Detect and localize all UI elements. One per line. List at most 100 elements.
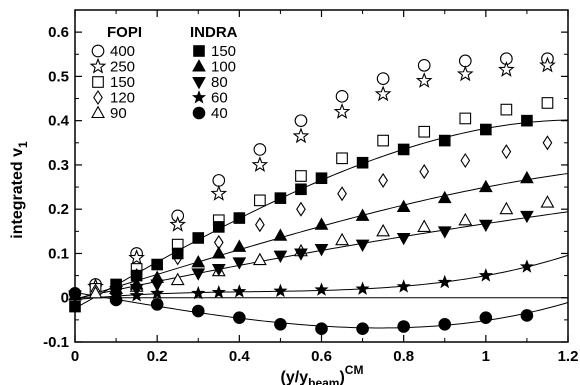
data-point — [315, 172, 328, 185]
data-point — [337, 186, 347, 202]
data-point — [419, 164, 430, 180]
data-point — [150, 279, 165, 292]
data-point — [478, 268, 493, 282]
data-point — [253, 143, 267, 156]
data-point — [437, 226, 452, 239]
data-point — [255, 217, 265, 233]
data-point — [498, 60, 515, 77]
data-point — [251, 156, 269, 173]
data-point — [232, 239, 247, 252]
data-point — [480, 123, 492, 136]
data-point — [233, 311, 246, 324]
data-point — [519, 259, 534, 273]
legend-title-fopi: FOPI — [107, 24, 142, 41]
y-tick-label: 0.3 — [48, 157, 69, 174]
axis-labels: (y/ybeam)CM integrated v1 — [9, 141, 363, 385]
data-point — [479, 311, 493, 324]
legend-label: 100 — [211, 59, 236, 76]
y-tick-label: -0.1 — [43, 334, 69, 351]
x-tick-label: 0 — [71, 348, 79, 365]
legend-marker — [192, 77, 206, 90]
x-tick-label: 0.2 — [147, 348, 168, 365]
data-markers — [68, 52, 556, 336]
y-tick-label: 0.4 — [48, 113, 70, 130]
legend-marker — [91, 105, 105, 119]
data-point — [418, 125, 431, 138]
data-point — [501, 144, 512, 160]
y-tick-label: 0.1 — [48, 245, 69, 262]
data-point — [211, 263, 226, 277]
data-point — [396, 232, 411, 246]
data-point — [273, 283, 288, 298]
series-markers — [68, 287, 534, 336]
data-point — [314, 217, 329, 230]
legend-label: 60 — [211, 90, 228, 107]
data-point — [170, 272, 185, 286]
data-point — [520, 309, 534, 322]
x-tick-label: 0.6 — [311, 348, 332, 365]
data-point — [458, 212, 473, 226]
data-point — [356, 156, 369, 169]
legend-marker — [89, 57, 107, 74]
y-axis-label: integrated v1 — [9, 141, 30, 239]
data-point — [539, 56, 556, 73]
data-point — [417, 219, 432, 232]
legend-label: 90 — [110, 105, 127, 122]
data-point — [274, 192, 287, 204]
legend-marker — [91, 44, 105, 58]
data-point — [376, 223, 391, 237]
legend-marker — [93, 89, 103, 106]
data-point — [438, 134, 451, 147]
data-point — [212, 221, 225, 233]
legend-marker — [192, 106, 206, 120]
data-point — [336, 152, 348, 165]
data-point — [415, 72, 433, 88]
data-point — [438, 317, 452, 331]
data-point — [478, 219, 493, 233]
data-point — [294, 248, 308, 261]
legend-marker — [193, 45, 205, 57]
data-point — [273, 228, 288, 241]
legend-label: 150 — [211, 43, 236, 60]
data-point — [396, 199, 411, 212]
legend-label: 40 — [211, 105, 228, 122]
data-point — [378, 172, 388, 188]
data-point — [315, 322, 328, 336]
data-point — [397, 143, 410, 156]
data-point — [437, 274, 452, 289]
data-point — [314, 244, 329, 257]
axes: 0 0.2 0.4 0.6 0.8 1 1.2-0.100.10.20.30.40.50.6 — [43, 9, 578, 365]
x-axis-label: (y/ybeam)CM — [281, 363, 364, 385]
x-tick-label: 1 — [482, 348, 490, 365]
legend-marker — [92, 76, 104, 88]
data-point — [211, 284, 226, 299]
data-point — [520, 210, 534, 224]
data-point — [210, 184, 228, 201]
legend-marker — [191, 90, 207, 104]
y-tick-label: 0.2 — [48, 201, 69, 218]
data-point — [273, 250, 288, 264]
y-tick-label: 0.6 — [48, 24, 69, 41]
data-point — [333, 103, 351, 119]
data-point — [437, 190, 452, 204]
data-point — [456, 65, 474, 82]
data-point — [397, 320, 410, 333]
data-point — [335, 232, 349, 246]
data-point — [254, 194, 266, 207]
data-point — [542, 135, 553, 151]
data-point — [478, 179, 493, 193]
data-point — [191, 254, 206, 268]
series-markers — [69, 114, 533, 313]
data-point — [295, 170, 307, 182]
legend-label: 400 — [110, 43, 135, 60]
data-point — [233, 212, 246, 224]
data-point — [169, 215, 187, 232]
data-point — [274, 317, 287, 331]
data-point — [212, 174, 226, 187]
data-point — [192, 232, 205, 244]
data-point — [355, 281, 370, 295]
data-point — [232, 257, 247, 270]
data-point — [335, 89, 349, 103]
data-point — [191, 268, 206, 281]
